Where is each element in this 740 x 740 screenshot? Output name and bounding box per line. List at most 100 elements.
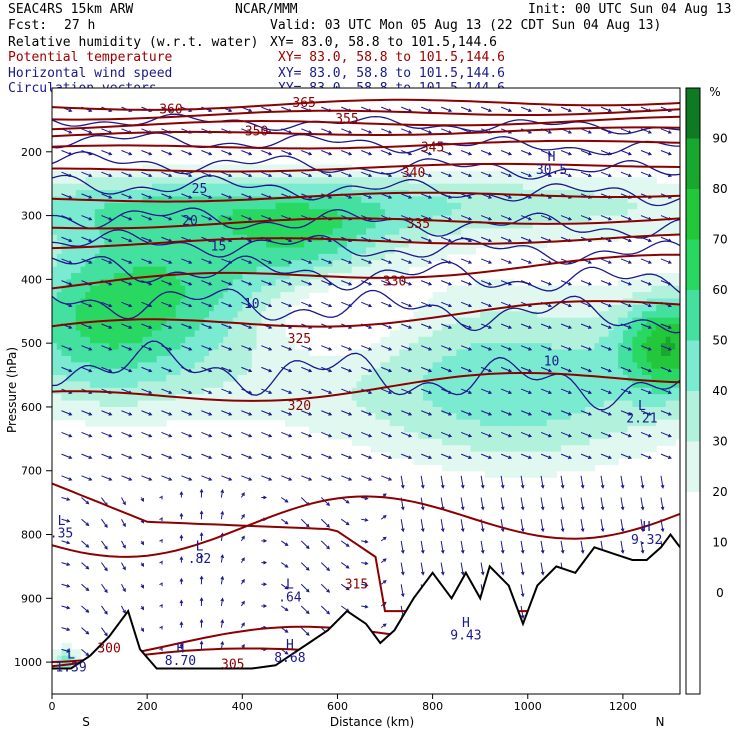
rh-cell [408, 253, 415, 261]
rh-cell [356, 368, 362, 376]
rh-cell [532, 375, 538, 383]
rh-cell [289, 298, 296, 306]
rh-cell [285, 228, 291, 236]
rh-cell [170, 292, 177, 300]
rh-cell [285, 292, 291, 300]
rh-cell [503, 292, 510, 300]
rh-cell [565, 209, 572, 217]
rh-cell [156, 343, 163, 351]
rh-cell [280, 375, 286, 383]
rh-cell [356, 355, 362, 363]
rh-cell [256, 406, 262, 414]
rh-cell [523, 330, 529, 338]
rh-cell [56, 272, 63, 280]
rh-cell [118, 375, 124, 383]
rh-cell [270, 202, 277, 210]
rh-cell [618, 177, 624, 185]
rh-cell [370, 343, 377, 351]
rh-cell [337, 368, 343, 376]
rh-cell [627, 445, 634, 453]
rh-cell [618, 426, 624, 434]
rh-cell [318, 170, 324, 178]
rh-cell [175, 336, 182, 344]
rh-cell [118, 228, 124, 236]
rh-cell [418, 432, 424, 440]
rh-cell [275, 324, 281, 331]
rh-cell [85, 343, 91, 351]
rh-cell [151, 298, 158, 306]
rh-cell [213, 381, 220, 389]
rh-cell [499, 457, 505, 465]
rh-cell [480, 285, 486, 293]
rh-cell [209, 304, 215, 312]
rh-cell [266, 253, 272, 261]
rh-cell [503, 234, 510, 242]
rh-cell [546, 419, 553, 427]
rh-cell [589, 292, 595, 300]
rh-cell [556, 177, 562, 185]
rh-cell [408, 400, 415, 408]
rh-cell [52, 324, 58, 331]
rh-cell [608, 177, 614, 185]
rh-cell [442, 215, 448, 223]
rh-cell [465, 336, 472, 344]
rh-cell [622, 330, 629, 338]
rh-cell [418, 336, 424, 344]
rh-cell [599, 330, 605, 338]
rh-cell [285, 375, 291, 383]
rh-cell [546, 400, 553, 408]
rh-cell [570, 400, 576, 408]
rh-cell [532, 298, 538, 306]
rh-cell [213, 272, 220, 280]
rh-cell [556, 362, 562, 370]
rh-cell [80, 272, 86, 280]
rh-cell [465, 438, 472, 446]
rh-cell [551, 183, 557, 191]
rh-cell [289, 400, 296, 408]
rh-cell [446, 464, 453, 472]
rh-cell [480, 457, 486, 465]
rh-cell [175, 355, 182, 363]
rh-cell [580, 202, 586, 210]
rh-cell [137, 209, 143, 217]
rh-cell [342, 170, 348, 178]
rh-cell [66, 343, 72, 351]
rh-cell [527, 183, 534, 191]
rh-cell [323, 190, 329, 198]
rh-cell [56, 228, 63, 236]
rh-cell [518, 375, 524, 383]
rh-cell [166, 292, 172, 300]
rh-cell [189, 400, 196, 408]
rh-cell [589, 215, 595, 223]
rh-cell [480, 196, 486, 204]
rh-cell [551, 336, 557, 344]
rh-cell [128, 234, 134, 242]
rh-cell [465, 394, 472, 402]
rh-cell [465, 406, 472, 414]
rh-cell [156, 196, 163, 204]
rh-cell [523, 464, 529, 472]
rh-cell [637, 317, 643, 325]
rh-cell [170, 164, 177, 172]
rh-cell [94, 368, 101, 376]
rh-cell [80, 324, 86, 331]
rh-cell [99, 419, 105, 427]
rh-cell [204, 343, 210, 351]
rh-cell [599, 285, 605, 293]
rh-cell [137, 394, 143, 402]
rh-cell [375, 394, 381, 402]
rh-cell [513, 457, 519, 465]
rh-cell [518, 183, 524, 191]
rh-cell [375, 413, 381, 421]
rh-cell [275, 202, 281, 210]
rh-cell [518, 177, 524, 185]
rh-cell [523, 177, 529, 185]
rh-cell [170, 400, 177, 408]
rh-cell [508, 228, 515, 236]
rh-cell [551, 190, 557, 198]
rh-cell [261, 221, 267, 229]
rh-cell [484, 221, 491, 229]
rh-cell [128, 355, 134, 363]
rh-cell [394, 349, 400, 357]
rh-cell [575, 451, 581, 459]
